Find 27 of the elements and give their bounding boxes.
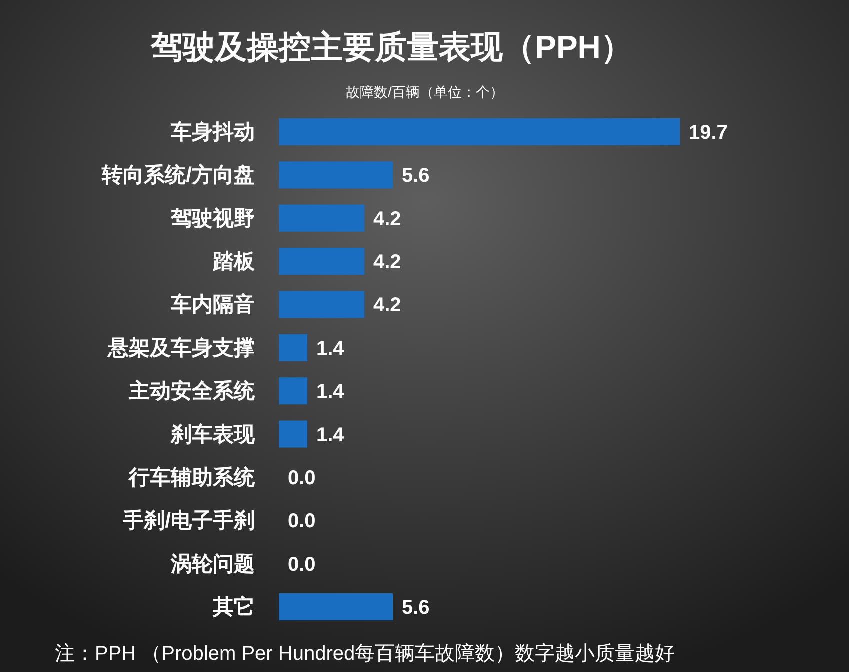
data-label: 0.0 <box>288 554 316 576</box>
y-tick-label: 踏板 <box>212 250 256 274</box>
data-label: 1.4 <box>316 338 346 360</box>
data-label: 4.2 <box>373 252 402 274</box>
data-label: 4.2 <box>373 208 402 230</box>
data-label: 5.6 <box>402 165 430 188</box>
y-tick-label: 车内隔音 <box>170 292 255 317</box>
y-tick-label: 主动安全系统 <box>128 379 256 404</box>
y-tick-label: 转向系统/方向盘 <box>101 163 255 188</box>
y-tick-label: 行车辅助系统 <box>128 465 256 490</box>
data-label: 1.4 <box>316 381 346 404</box>
chart-title: 驾驶及操控主要质量表现（PPH） <box>150 29 633 65</box>
data-label: 0.0 <box>288 510 316 533</box>
y-tick-label: 悬架及车身支撑 <box>107 336 255 360</box>
data-label: 1.4 <box>316 424 346 446</box>
data-label: 0.0 <box>288 467 316 490</box>
data-label: 5.6 <box>402 597 430 619</box>
y-tick-label: 驾驶视野 <box>170 206 255 230</box>
y-tick-label: 车身抖动 <box>170 120 255 144</box>
y-tick-label: 涡轮问题 <box>170 552 255 576</box>
data-label: 19.7 <box>689 122 728 144</box>
chart-subtitle: 故障数/百辆（单位：个） <box>346 84 504 100</box>
text: 注：PPH （Problem Per Hundred每百辆车故障数）数字越小质量越好 <box>55 642 676 665</box>
y-tick-label: 刹车表现 <box>170 422 256 446</box>
y-tick-label: 其它 <box>212 595 255 619</box>
data-label: 4.2 <box>373 294 402 317</box>
y-tick-label: 手刹/电子手刹 <box>122 510 255 533</box>
